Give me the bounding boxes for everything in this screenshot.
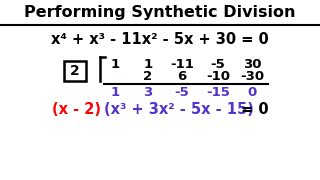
- Text: 2: 2: [143, 71, 153, 84]
- Text: -5: -5: [211, 57, 225, 71]
- Text: -5: -5: [175, 86, 189, 98]
- Text: -15: -15: [206, 86, 230, 98]
- Text: 1: 1: [143, 57, 153, 71]
- Text: 30: 30: [243, 57, 261, 71]
- Text: 1: 1: [110, 57, 120, 71]
- Text: 0: 0: [247, 86, 257, 98]
- Text: 2: 2: [70, 64, 80, 78]
- Text: (x - 2): (x - 2): [52, 102, 101, 118]
- Text: 1: 1: [110, 86, 120, 98]
- Text: -30: -30: [240, 71, 264, 84]
- Bar: [0, 0, 320, 25]
- Text: x⁴ + x³ - 11x² - 5x + 30 = 0: x⁴ + x³ - 11x² - 5x + 30 = 0: [51, 33, 269, 48]
- Text: -10: -10: [206, 71, 230, 84]
- Text: = 0: = 0: [236, 102, 268, 118]
- Text: 3: 3: [143, 86, 153, 98]
- Text: -11: -11: [170, 57, 194, 71]
- FancyBboxPatch shape: [64, 61, 86, 81]
- Text: Performing Synthetic Division: Performing Synthetic Division: [24, 6, 296, 21]
- Text: (x³ + 3x² - 5x - 15): (x³ + 3x² - 5x - 15): [104, 102, 254, 118]
- Text: 6: 6: [177, 71, 187, 84]
